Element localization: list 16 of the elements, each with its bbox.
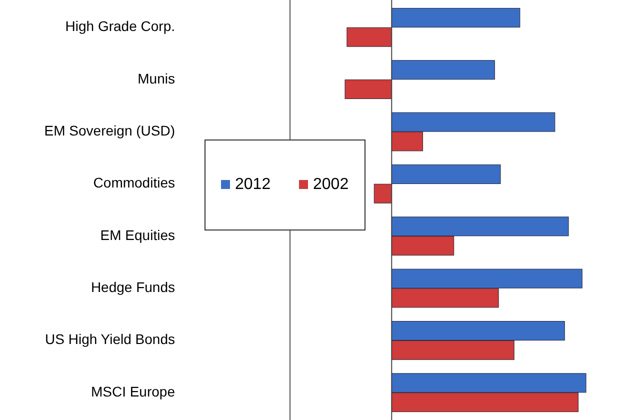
y-tick-label: Munis bbox=[138, 70, 175, 86]
bar bbox=[391, 60, 495, 80]
bar bbox=[391, 164, 501, 184]
y-tick-label: EM Sovereign (USD) bbox=[44, 122, 175, 138]
legend-label: 2012 bbox=[235, 176, 271, 194]
y-tick-label: MSCI Europe bbox=[90, 383, 176, 400]
y-tick-label: Hedge Funds bbox=[90, 278, 175, 295]
y-tick-label: EM Equities bbox=[100, 226, 175, 243]
y-tick-label: Commodities bbox=[93, 174, 175, 191]
bar bbox=[391, 8, 520, 28]
y-tick-label: High Grade Corp. bbox=[65, 18, 175, 34]
legend-label: 2002 bbox=[313, 176, 349, 194]
bar bbox=[344, 80, 392, 99]
bar bbox=[346, 27, 392, 47]
bar bbox=[374, 184, 392, 204]
y-tick-label: US High Yield Bonds bbox=[45, 331, 175, 348]
